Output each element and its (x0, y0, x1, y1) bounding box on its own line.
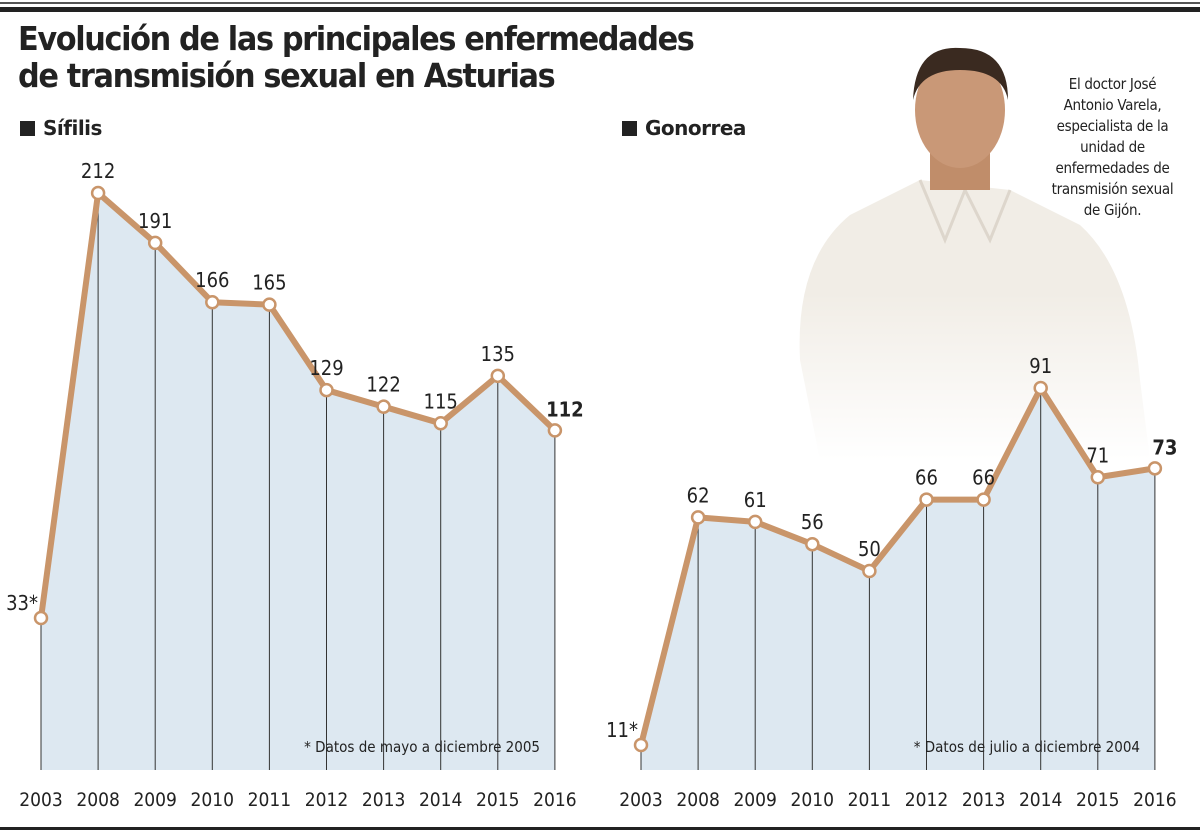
data-point (1033, 380, 1048, 396)
top-rule-thick (0, 7, 1200, 12)
data-point (862, 563, 877, 579)
data-point (490, 368, 506, 384)
x-tick-label: 2016 (533, 789, 577, 811)
data-point (319, 382, 334, 398)
data-label: 166 (195, 268, 229, 292)
x-tick-label: 2009 (133, 789, 177, 811)
data-label: 165 (252, 271, 286, 295)
data-point (433, 416, 448, 431)
legend-label: Sífilis (43, 116, 102, 140)
data-label: 50 (858, 537, 881, 561)
top-rule (0, 2, 1200, 4)
footnote: * Datos de julio a diciembre 2004 (914, 738, 1140, 756)
caption-line: de Gijón. (1083, 201, 1142, 219)
data-point (919, 492, 934, 507)
data-point (1147, 461, 1163, 476)
caption-line: transmisión sexual (1051, 180, 1174, 198)
data-label: 91 (1029, 354, 1052, 378)
x-tick-label: 2011 (248, 789, 292, 811)
data-label: 135 (481, 342, 515, 366)
x-tick-label: 2015 (476, 789, 520, 811)
caption-line: enfermedades de (1055, 159, 1170, 177)
area-fill-0 (41, 193, 555, 770)
data-point (805, 536, 820, 552)
data-label: 112 (546, 397, 584, 421)
legend-gonorrea: Gonorrea (622, 116, 746, 140)
data-point (633, 737, 649, 753)
data-label: 191 (138, 209, 172, 233)
legend-label: Gonorrea (645, 116, 746, 140)
doctor-photo (780, 40, 1180, 460)
data-point (262, 297, 277, 312)
data-label: 33* (6, 591, 38, 615)
title-line-1: Evolución de las principales enfermedade… (18, 19, 695, 58)
data-point (1090, 470, 1106, 485)
x-tick-label: 2003 (619, 789, 663, 811)
data-label: 11* (606, 718, 638, 742)
legend-square-icon (20, 120, 35, 136)
data-point (376, 399, 391, 414)
caption-line: especialista de la (1056, 117, 1169, 135)
data-point (33, 610, 49, 626)
x-tick-label: 2016 (1133, 789, 1177, 811)
x-tick-label: 2010 (191, 789, 235, 811)
legend-square-icon (622, 120, 637, 136)
x-tick-label: 2013 (962, 789, 1006, 811)
legend-sifilis: Sífilis (20, 116, 102, 140)
series-line-0 (38, 190, 557, 619)
data-label: 129 (309, 356, 343, 380)
data-point (690, 510, 706, 525)
data-label: 56 (801, 510, 824, 534)
data-point (205, 294, 220, 310)
data-point (547, 423, 563, 438)
data-point (976, 492, 991, 507)
x-tick-label: 2012 (305, 789, 349, 811)
data-label: 61 (744, 488, 767, 512)
data-label: 71 (1086, 443, 1109, 467)
x-tick-label: 2014 (419, 789, 463, 811)
x-tick-label: 2011 (848, 789, 892, 811)
data-label: 73 (1152, 435, 1177, 459)
x-tick-label: 2014 (1019, 789, 1063, 811)
caption-line: Antonio Varela, (1063, 96, 1162, 114)
data-label: 66 (972, 466, 995, 490)
data-label: 122 (366, 373, 400, 397)
caption-line: El doctor José (1068, 75, 1157, 93)
data-label: 62 (687, 483, 710, 507)
x-tick-label: 2008 (676, 789, 720, 811)
data-label: 66 (915, 466, 938, 490)
x-tick-label: 2013 (362, 789, 406, 811)
data-point (90, 185, 106, 201)
page-title: Evolución de las principales enfermedade… (18, 19, 695, 95)
x-tick-label: 2009 (733, 789, 777, 811)
data-label: 212 (81, 159, 115, 183)
footnote: * Datos de mayo a diciembre 2005 (304, 738, 540, 756)
bottom-rule (0, 827, 1200, 830)
title-line-2: de transmisión sexual en Asturias (18, 56, 556, 95)
x-tick-label: 2012 (905, 789, 949, 811)
x-tick-label: 2015 (1076, 789, 1120, 811)
area-fill-1 (641, 388, 1155, 770)
x-tick-label: 2003 (19, 789, 63, 811)
x-tick-label: 2010 (791, 789, 835, 811)
caption-line: unidad de (1080, 138, 1145, 156)
series-line-1 (638, 385, 1156, 746)
data-label: 115 (424, 389, 458, 413)
x-tick-label: 2008 (76, 789, 120, 811)
data-point (147, 235, 163, 251)
data-point (747, 514, 763, 530)
photo-caption: El doctor José Antonio Varela, especiali… (1030, 74, 1195, 221)
